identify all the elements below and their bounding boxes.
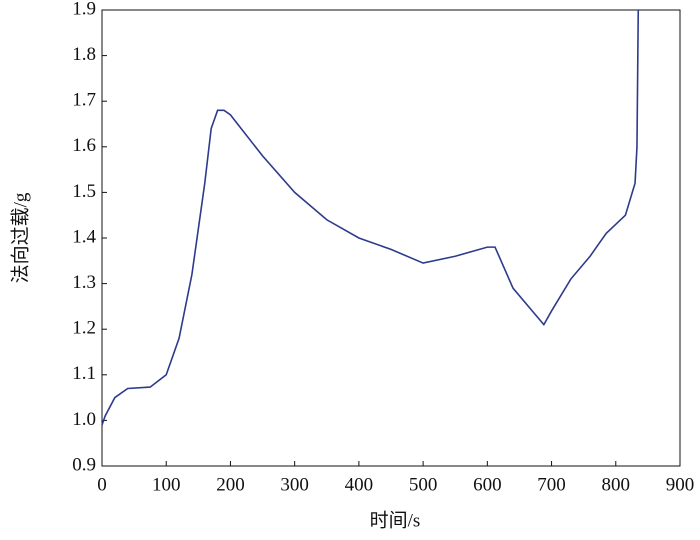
- y-axis-label: 法向过载/g: [9, 192, 31, 283]
- y-tick-label: 1.1: [72, 363, 96, 384]
- x-tick-label: 0: [97, 474, 107, 495]
- y-tick-label: 1.0: [72, 409, 96, 430]
- y-tick-label: 1.7: [72, 90, 96, 111]
- y-tick-label: 1.9: [72, 0, 96, 19]
- x-tick-label: 100: [152, 474, 181, 495]
- y-tick-label: 1.6: [72, 135, 96, 156]
- y-tick-label: 1.8: [72, 44, 96, 65]
- plot-frame: [101, 9, 681, 467]
- x-tick-label: 500: [409, 474, 438, 495]
- x-tick-label: 400: [345, 474, 374, 495]
- y-tick-label: 1.3: [72, 272, 96, 293]
- x-axis-label: 时间/s: [370, 509, 421, 531]
- x-tick-label: 900: [666, 474, 695, 495]
- y-tick-label: 1.2: [72, 318, 96, 339]
- x-tick-label: 600: [473, 474, 502, 495]
- y-tick-label: 0.9: [72, 454, 96, 475]
- x-tick-label: 700: [537, 474, 566, 495]
- y-tick-label: 1.5: [72, 181, 96, 202]
- x-tick-label: 300: [280, 474, 309, 495]
- data-line: [101, 9, 640, 426]
- y-tick-label: 1.4: [72, 226, 96, 247]
- x-tick-label: 200: [216, 474, 245, 495]
- x-tick-label: 800: [602, 474, 631, 495]
